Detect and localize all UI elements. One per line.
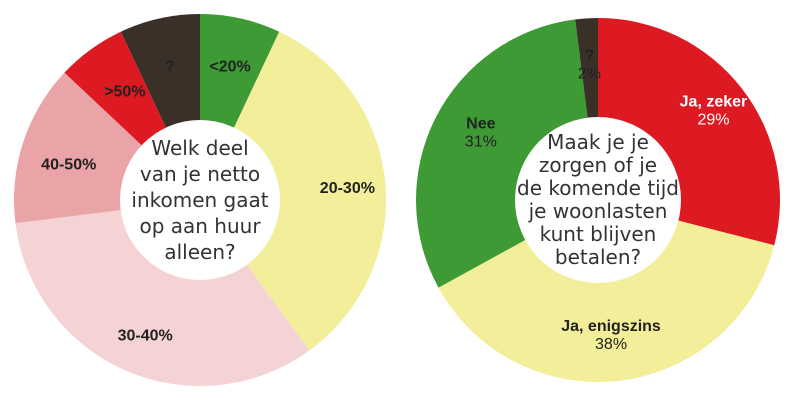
center-question-line: Maak je je [547, 130, 649, 154]
slice-label-1-1: <20% [209, 58, 250, 75]
slice-label-2-1: Ja, zeker 29% [680, 94, 748, 129]
center-question-line: Welk deel [151, 136, 248, 160]
center-question-line: van je netto [140, 162, 260, 186]
donut-chart-2: Ja, zeker 29% Ja, enigszins 38% Nee 31% ? 2% Maa… [415, 18, 780, 383]
slice-label-1-5: >50% [104, 83, 145, 100]
slice-label-2-2: Ja, enigszins 38% [561, 318, 661, 353]
center-question-line: betalen? [555, 245, 641, 269]
center-question-line: je woonlasten [528, 199, 668, 223]
slice-1-3 [15, 200, 310, 387]
center-question-1: Welk deel van je netto inkomen gaat op aan … [131, 136, 268, 264]
center-question-line: zorgen of je [539, 153, 657, 177]
center-question-line: alleen? [164, 240, 235, 264]
donut-hole-1 [120, 120, 280, 280]
center-question-line: inkomen gaat [131, 188, 268, 212]
slice-label-1-4: 40-50% [41, 156, 96, 173]
slice-2-2 [438, 200, 775, 383]
center-question-2: Maak je je zorgen of je de komende tijd je … [517, 130, 679, 269]
center-question-line: de komende tijd [517, 176, 679, 200]
donut-hole-2 [515, 117, 681, 283]
slice-label-1-6: ? [165, 58, 175, 75]
donut-chart-1: <20% 20-30% 30-40% 40-50% >50%? Welk deel van … [13, 14, 386, 387]
center-question-line: kunt blijven [540, 222, 657, 246]
slice-label-1-2: 20-30% [320, 180, 375, 197]
slice-label-2-3: Nee 31% [465, 115, 497, 150]
slice-label-2-4: ? 2% [578, 47, 601, 82]
center-question-line: op aan huur [139, 214, 261, 238]
slice-1-2 [200, 31, 386, 351]
slice-label-1-3: 30-40% [118, 328, 173, 345]
